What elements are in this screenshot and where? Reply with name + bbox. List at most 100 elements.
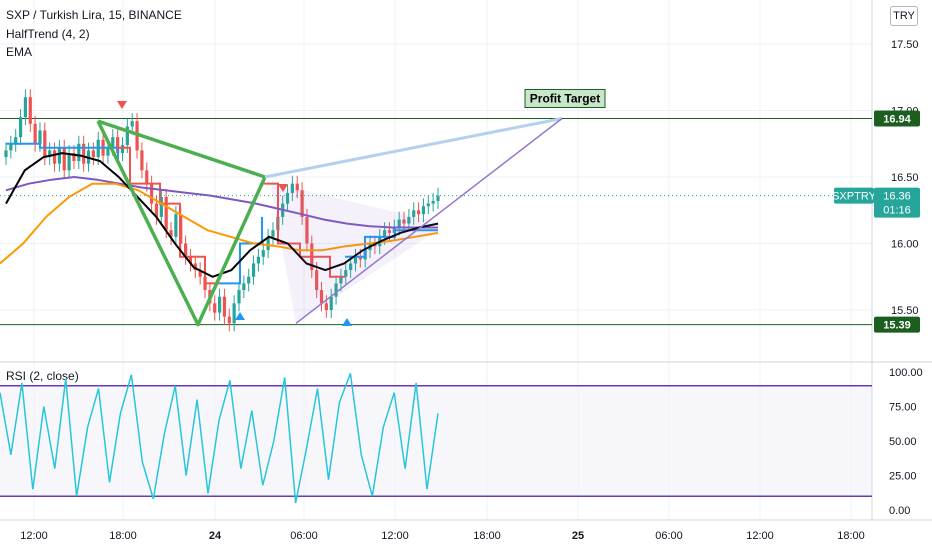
rsi-tick-label: 0.00 xyxy=(889,505,910,517)
candle-body xyxy=(227,316,231,324)
halftrend-up-1 xyxy=(6,142,119,164)
time-tick-label: 18:00 xyxy=(837,530,865,542)
candle-body xyxy=(120,145,125,154)
price-tick-label: 16.00 xyxy=(891,239,919,251)
candle-body xyxy=(57,147,61,164)
candle-body xyxy=(23,97,28,118)
candle-body xyxy=(33,123,37,144)
candle-body xyxy=(62,147,66,171)
buy-signal-icon xyxy=(342,318,352,326)
symbol-badge xyxy=(834,187,874,204)
candle-body xyxy=(48,150,52,158)
candle-body xyxy=(4,150,8,158)
candle-body xyxy=(52,150,57,164)
candle-body xyxy=(169,230,173,237)
countdown-value: 01:16 xyxy=(883,205,911,217)
candle-body xyxy=(426,203,430,207)
candle-body xyxy=(14,137,18,144)
candle-body xyxy=(154,203,159,217)
buy-signal-icon xyxy=(235,312,245,320)
candle-body xyxy=(159,196,163,217)
time-tick-label: 12:00 xyxy=(746,530,774,542)
currency-button[interactable]: TRY xyxy=(890,6,918,26)
candle-body xyxy=(237,290,241,304)
candle-body xyxy=(9,143,13,151)
level-badge xyxy=(874,110,920,127)
chart-title[interactable]: SXP / Turkish Lira, 15, BINANCE xyxy=(6,8,182,22)
candle-body xyxy=(397,219,401,228)
candle-body xyxy=(383,230,387,237)
pattern-top-edge xyxy=(97,119,266,179)
time-tick-label: 06:00 xyxy=(290,530,318,542)
candle-body xyxy=(256,256,261,264)
halftrend-down-1 xyxy=(118,146,220,285)
candle-body xyxy=(91,150,95,158)
candle-body xyxy=(290,183,294,193)
candle-body xyxy=(72,153,76,162)
price-tick-label: 17.50 xyxy=(891,39,919,51)
candle-body xyxy=(213,303,217,313)
rsi-title: RSI (2, close) xyxy=(6,369,79,383)
candle-body xyxy=(353,256,358,264)
candle-body xyxy=(261,250,265,257)
candle-body xyxy=(150,183,154,204)
candle-body xyxy=(232,303,236,324)
time-tick-label: 18:00 xyxy=(109,530,137,542)
level-badge-label: 16.94 xyxy=(883,113,911,125)
sell-signal-icon xyxy=(278,184,288,192)
candle-body xyxy=(193,263,197,271)
candle-body xyxy=(140,150,144,171)
candle-body xyxy=(198,270,202,277)
candle-body xyxy=(271,230,275,237)
candle-body xyxy=(315,270,319,291)
candle-body xyxy=(116,137,120,154)
candle-body xyxy=(106,147,110,156)
candle-body xyxy=(242,283,246,291)
candle-body xyxy=(324,303,328,310)
candle-body xyxy=(77,143,81,162)
candle-body xyxy=(247,276,251,284)
price-tick-label: 15.50 xyxy=(891,305,919,317)
candle-body xyxy=(407,216,411,224)
level-badge xyxy=(874,316,920,333)
profit-target-label: Profit Target xyxy=(530,91,600,105)
halftrend-up-2 xyxy=(220,216,263,285)
wedge-fill xyxy=(270,182,438,324)
candle-body xyxy=(18,117,23,138)
candle-body xyxy=(295,183,299,191)
candle-body xyxy=(339,276,343,284)
candle-body xyxy=(285,192,290,204)
candle-body xyxy=(130,121,134,127)
support-trendline xyxy=(295,117,563,324)
sell-signal-icon xyxy=(117,101,127,109)
candle-body xyxy=(145,170,149,184)
rsi-tick-label: 75.00 xyxy=(889,402,917,414)
pattern-zigzag xyxy=(96,120,267,327)
candle-body xyxy=(111,137,115,148)
candle-body xyxy=(28,97,32,124)
rsi-tick-label: 50.00 xyxy=(889,436,917,448)
rsi-band-fill xyxy=(0,386,872,496)
time-tick-label: 25 xyxy=(572,530,584,542)
candle-body xyxy=(174,214,178,237)
candle-body xyxy=(416,210,421,215)
time-tick-label: 12:00 xyxy=(381,530,409,542)
candle-body xyxy=(251,263,256,277)
candle-body xyxy=(67,153,71,171)
candle-body xyxy=(319,290,324,304)
candle-body xyxy=(412,210,416,217)
halftrend-up-3 xyxy=(345,229,438,258)
symbol-badge-label: SXPTRY xyxy=(832,191,876,203)
candle-body xyxy=(164,196,168,231)
candle-body xyxy=(436,195,440,201)
candle-body xyxy=(334,283,338,297)
indicator-ema[interactable]: EMA xyxy=(6,45,33,59)
indicator-halftrend[interactable]: HalfTrend (4, 2) xyxy=(6,27,90,41)
rsi-tick-label: 100.00 xyxy=(889,367,923,379)
candle-body xyxy=(358,256,362,260)
price-tick-label: 16.50 xyxy=(891,172,919,184)
candle-body xyxy=(266,236,270,251)
ema-mid-line xyxy=(0,182,439,265)
